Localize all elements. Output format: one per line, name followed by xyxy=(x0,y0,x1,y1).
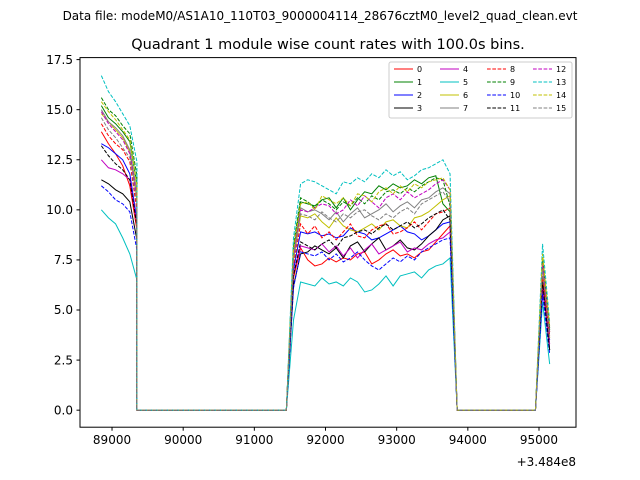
y-tick-label: 5.0 xyxy=(54,303,73,317)
x-axis: 89000 90000 91000 92000 93000 94000 95000 xyxy=(93,427,558,447)
legend-label-15: 15 xyxy=(556,104,566,113)
legend-label-7: 7 xyxy=(463,104,468,113)
series-line-8 xyxy=(100,123,551,411)
chart-title: Quadrant 1 module wise count rates with … xyxy=(131,37,525,53)
x-tick-label: 92000 xyxy=(306,433,344,447)
x-tick-label: 93000 xyxy=(378,433,416,447)
x-axis-offset-label: +3.484e8 xyxy=(517,455,576,469)
legend-label-3: 3 xyxy=(417,104,422,113)
series-line-9 xyxy=(100,97,551,411)
series-line-10 xyxy=(101,185,551,411)
series-line-15 xyxy=(100,117,551,411)
plot-frame xyxy=(79,57,577,428)
legend-label-12: 12 xyxy=(556,65,566,74)
y-tick-label: 10.0 xyxy=(46,203,73,217)
series-line-7 xyxy=(100,109,551,411)
y-tick-label: 2.5 xyxy=(54,353,73,367)
series-line-12 xyxy=(100,111,551,411)
x-tick-label: 94000 xyxy=(449,433,487,447)
legend-label-14: 14 xyxy=(556,91,566,100)
x-tick-label: 91000 xyxy=(235,433,273,447)
series-line-2 xyxy=(101,143,551,411)
x-tick-label: 95000 xyxy=(520,433,558,447)
legend-label-5: 5 xyxy=(463,78,468,87)
series-line-11 xyxy=(100,145,551,411)
series-line-13 xyxy=(100,75,551,411)
legend-label-6: 6 xyxy=(463,91,468,100)
series-line-6 xyxy=(100,113,551,411)
y-axis: 0.0 2.5 5.0 7.5 10.0 12.5 15.0 17.5 xyxy=(46,53,80,417)
legend-label-13: 13 xyxy=(556,78,566,87)
series-layer xyxy=(100,75,551,411)
legend-label-4: 4 xyxy=(463,65,468,74)
y-tick-label: 15.0 xyxy=(46,103,73,117)
series-line-1 xyxy=(100,105,551,411)
series-line-14 xyxy=(100,101,551,411)
y-tick-label: 0.0 xyxy=(54,403,73,417)
legend-box xyxy=(388,61,573,119)
legend-label-0: 0 xyxy=(417,65,422,74)
legend-label-8: 8 xyxy=(510,65,515,74)
y-tick-label: 17.5 xyxy=(46,53,73,67)
legend-label-11: 11 xyxy=(510,104,520,113)
series-line-0 xyxy=(100,131,551,411)
legend-label-1: 1 xyxy=(417,78,422,87)
legend-label-9: 9 xyxy=(510,78,515,87)
legend-label-2: 2 xyxy=(417,91,422,100)
y-tick-label: 7.5 xyxy=(54,253,73,267)
x-tick-label: 89000 xyxy=(93,433,131,447)
legend-label-10: 10 xyxy=(510,91,520,100)
figure-suptitle: Data file: modeM0/AS1A10_110T03_90000041… xyxy=(63,9,578,23)
x-tick-label: 90000 xyxy=(164,433,202,447)
y-tick-label: 12.5 xyxy=(46,153,73,167)
series-line-5 xyxy=(100,209,551,411)
